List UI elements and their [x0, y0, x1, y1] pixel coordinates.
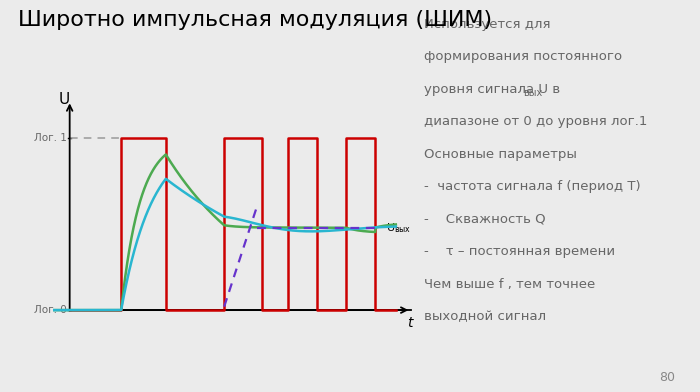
- Text: в: в: [548, 83, 560, 96]
- Text: Используется для: Используется для: [424, 18, 550, 31]
- Text: -    τ – постоянная времени: - τ – постоянная времени: [424, 245, 615, 258]
- Text: -  частота сигнала f (период T): - частота сигнала f (период T): [424, 180, 640, 193]
- Text: t: t: [407, 316, 413, 330]
- Text: вых: вых: [524, 88, 543, 98]
- Text: U: U: [59, 93, 70, 107]
- Text: 80: 80: [659, 371, 676, 384]
- Text: диапазоне от 0 до уровня лог.1: диапазоне от 0 до уровня лог.1: [424, 115, 647, 128]
- Text: Лог. 1: Лог. 1: [34, 133, 67, 143]
- Text: выходной сигнал: выходной сигнал: [424, 310, 545, 323]
- Text: уровня сигнала U: уровня сигнала U: [424, 83, 547, 96]
- Text: U$_{\mathregular{вых}}$: U$_{\mathregular{вых}}$: [386, 221, 411, 234]
- Text: Чем выше f , тем точнее: Чем выше f , тем точнее: [424, 278, 595, 291]
- Text: -    Скважность Q: - Скважность Q: [424, 213, 545, 226]
- Text: Широтно импульсная модуляция (ШИМ): Широтно импульсная модуляция (ШИМ): [18, 10, 491, 30]
- Text: Основные параметры: Основные параметры: [424, 148, 576, 161]
- Text: Лог. 0: Лог. 0: [34, 305, 67, 315]
- Text: формирования постоянного: формирования постоянного: [424, 50, 622, 63]
